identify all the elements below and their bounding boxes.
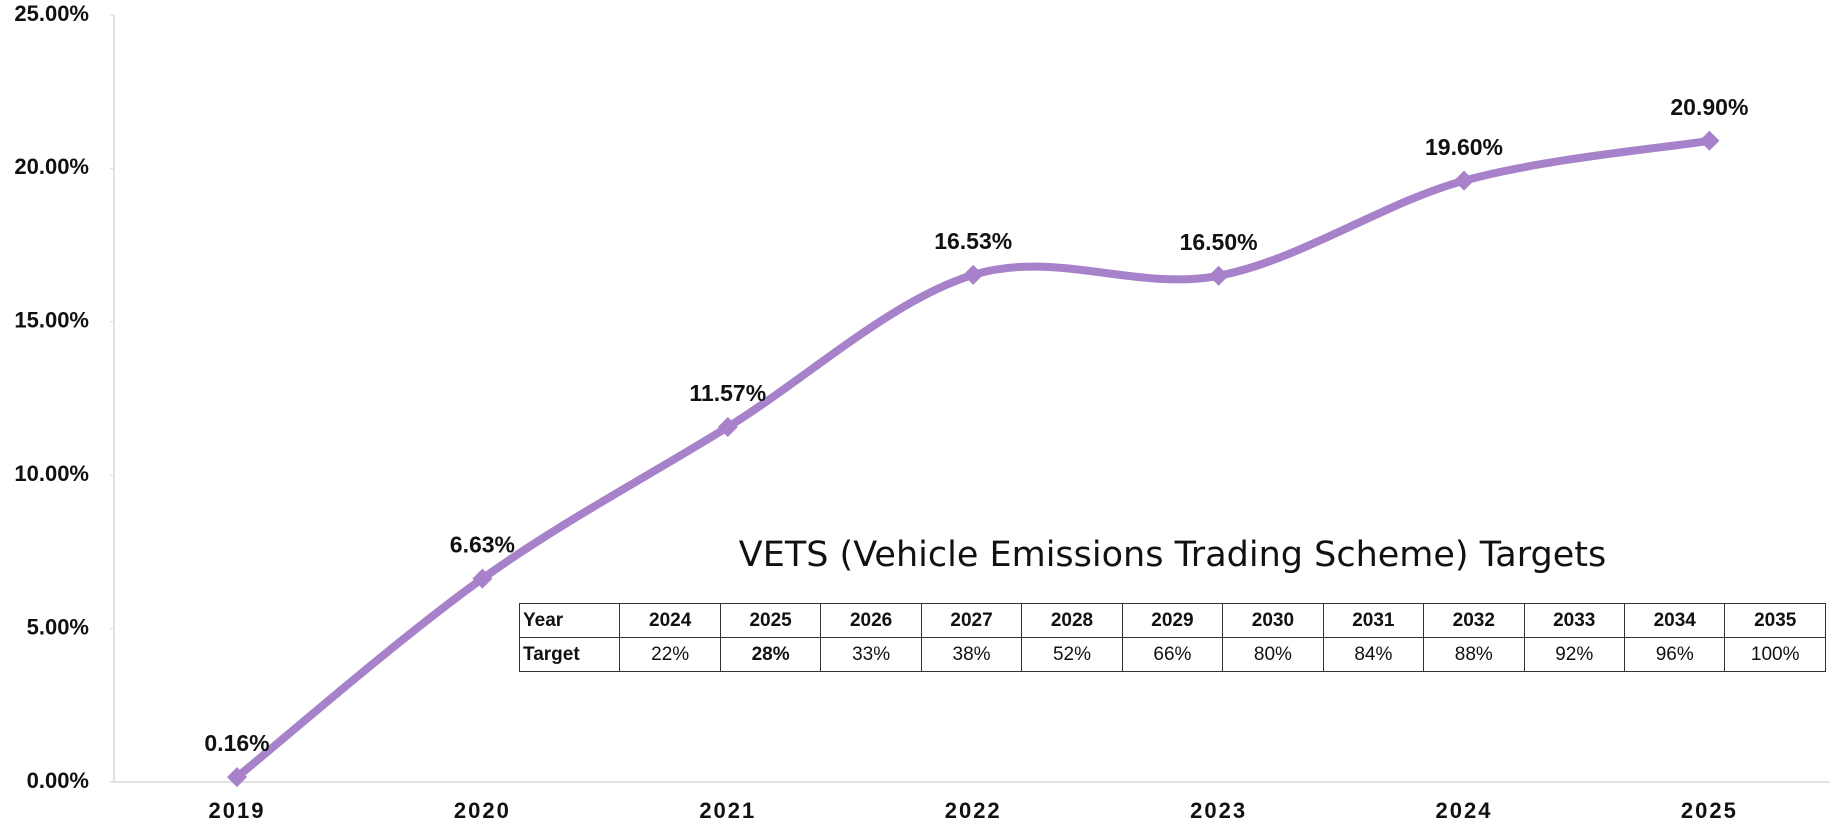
table-cell: 66% [1121, 637, 1224, 672]
x-tick-label: 2023 [1190, 798, 1247, 823]
table-cell: Target [518, 637, 621, 672]
table-cell: 92% [1523, 637, 1625, 672]
table-cell: 38% [920, 637, 1023, 672]
y-tick-label: 10.00% [14, 461, 89, 486]
marker [1454, 170, 1474, 191]
data-label: 11.57% [689, 380, 766, 406]
x-tick-label: 2025 [1681, 798, 1738, 823]
table-cell: 2030 [1222, 603, 1324, 638]
table-cell: 2028 [1021, 603, 1123, 638]
marker [472, 568, 493, 589]
table-cell: 2026 [820, 603, 922, 638]
table-cell: 96% [1623, 637, 1726, 672]
table-cell: Year [518, 603, 621, 638]
table-cell: 2035 [1724, 603, 1826, 638]
x-tick-label: 2022 [945, 798, 1002, 823]
marker [1208, 265, 1229, 286]
x-tick-label: 2020 [454, 798, 511, 823]
table-cell: 2027 [920, 603, 1023, 638]
data-label: 6.63% [450, 532, 515, 558]
x-tick-label: 2024 [1436, 798, 1493, 823]
table-cell: 2034 [1623, 603, 1726, 638]
data-label: 0.16% [204, 730, 269, 756]
data-label: 20.90% [1670, 94, 1748, 120]
y-tick-label: 15.00% [14, 308, 89, 333]
table-cell: 2032 [1423, 603, 1525, 638]
y-tick-label: 25.00% [14, 1, 89, 26]
marker [717, 417, 738, 438]
y-tick-label: 0.00% [27, 768, 89, 793]
y-tick-label: 20.00% [14, 154, 89, 179]
data-label: 16.50% [1180, 229, 1258, 255]
table-cell: 28% [719, 637, 822, 672]
table-cell: 2033 [1523, 603, 1625, 638]
marker [1699, 130, 1720, 151]
y-tick-label: 5.00% [27, 614, 89, 639]
table-cell: 2024 [619, 603, 721, 638]
table-cell: 33% [820, 637, 922, 672]
table-cell: 88% [1423, 637, 1525, 672]
marker [227, 767, 247, 788]
marker [963, 264, 984, 285]
table-cell: 80% [1222, 637, 1324, 672]
table-cell: 2025 [719, 603, 822, 638]
table-title: VETS (Vehicle Emissions Trading Scheme) … [738, 535, 1607, 575]
x-tick-label: 2021 [699, 798, 756, 823]
data-label: 19.60% [1425, 134, 1503, 160]
table-cell: 52% [1021, 637, 1123, 672]
table-row: Target 22% 28% 33% 38% 52% 66% 80% 84% 88% 92% 96% 1… [518, 637, 1826, 672]
table-cell: 100% [1724, 637, 1826, 672]
table-cell: 84% [1322, 637, 1425, 672]
data-label: 16.53% [934, 228, 1012, 254]
table-row: Year 2024 2025 2026 2027 2028 2029 2030 2031 2032… [518, 603, 1826, 638]
targets-table: Year 2024 2025 2026 2027 2028 2029 2030 2031 2032… [518, 603, 1826, 672]
table-cell: 2031 [1322, 603, 1425, 638]
table-cell: 2029 [1121, 603, 1224, 638]
table-cell: 22% [619, 637, 721, 672]
x-tick-label: 2019 [209, 798, 266, 823]
